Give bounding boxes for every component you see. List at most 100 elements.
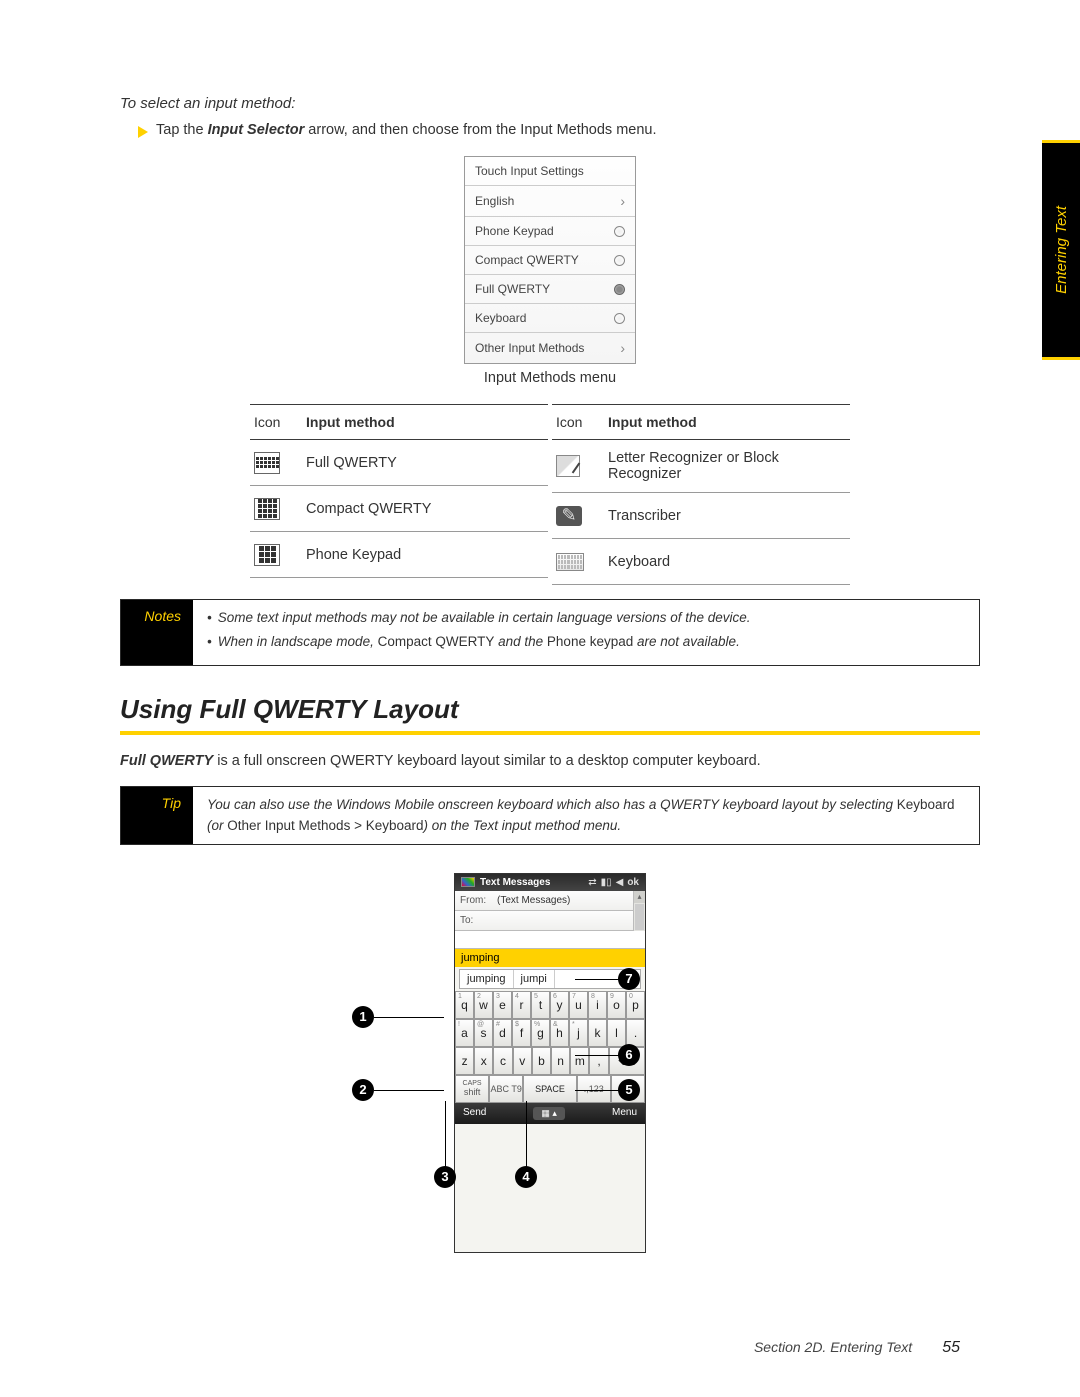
phone-softkeys: Send ▦ ▴ Menu — [455, 1103, 645, 1124]
menu-row-phone-keypad[interactable]: Phone Keypad — [465, 217, 635, 246]
table-left-column: Icon Input method Full QWERTY Compact QW… — [250, 404, 548, 585]
bullet-triangle-icon — [138, 126, 148, 138]
chevron-right-icon: › — [620, 193, 625, 209]
phone-keypad-icon — [254, 544, 280, 566]
key[interactable]: x — [474, 1047, 493, 1075]
callout-2: 2 — [352, 1079, 374, 1101]
menu-row-full-qwerty[interactable]: Full QWERTY — [465, 275, 635, 304]
start-icon — [461, 877, 475, 887]
radio-unselected-icon — [614, 226, 625, 237]
menu-label: Compact QWERTY — [475, 253, 579, 267]
section-heading: Using Full QWERTY Layout — [120, 694, 980, 735]
key[interactable]: v — [513, 1047, 532, 1075]
notes-content: •Some text input methods may not be avai… — [193, 600, 979, 665]
body-bold: Full QWERTY — [120, 753, 213, 769]
to-field[interactable]: To: — [455, 911, 633, 931]
callout-6: 6 — [618, 1044, 640, 1066]
callout-line — [526, 1101, 527, 1167]
key[interactable]: $f — [512, 1019, 531, 1047]
key[interactable]: b — [532, 1047, 551, 1075]
phone-screenshot: Text Messages ⇄▮▯◀ok From:(Text Messages… — [454, 873, 646, 1253]
key[interactable]: m — [570, 1047, 589, 1075]
suggestion[interactable]: jumpi — [514, 970, 555, 988]
key[interactable]: 3e — [493, 991, 512, 1019]
key[interactable]: 6y — [550, 991, 569, 1019]
key[interactable]: 5t — [531, 991, 550, 1019]
key[interactable]: 4r — [512, 991, 531, 1019]
menu-label: English — [475, 194, 514, 208]
hdr-method: Input method — [608, 414, 850, 430]
intro-post: arrow, and then choose from the Input Me… — [304, 122, 656, 138]
compact-qwerty-icon — [254, 498, 280, 520]
phone-figure: Text Messages ⇄▮▯◀ok From:(Text Messages… — [120, 873, 980, 1253]
input-method-table: Icon Input method Full QWERTY Compact QW… — [120, 404, 980, 585]
input-methods-menu: Touch Input Settings English › Phone Keyp… — [464, 156, 636, 364]
space-key[interactable]: SPACE — [523, 1075, 576, 1103]
key[interactable]: %g — [531, 1019, 550, 1047]
note-line: When in landscape mode, Compact QWERTY a… — [218, 632, 740, 652]
status-icons: ⇄▮▯◀ok — [588, 877, 639, 888]
key[interactable]: #d — [493, 1019, 512, 1047]
key[interactable]: 7u — [569, 991, 588, 1019]
footer-section: Section 2D. Entering Text — [754, 1339, 912, 1355]
method-label: Phone Keypad — [306, 547, 548, 563]
key[interactable]: k — [588, 1019, 607, 1047]
menu-row-compact-qwerty[interactable]: Compact QWERTY — [465, 246, 635, 275]
input-selector-button[interactable]: ▦ ▴ — [533, 1107, 565, 1120]
callout-5: 5 — [618, 1079, 640, 1101]
callout-line — [374, 1090, 444, 1091]
key[interactable]: *j — [569, 1019, 588, 1047]
footer-page-number: 55 — [942, 1339, 960, 1357]
key[interactable]: c — [493, 1047, 512, 1075]
menu-row-keyboard[interactable]: Keyboard — [465, 304, 635, 333]
hdr-method: Input method — [306, 414, 548, 430]
key[interactable]: . — [626, 1019, 645, 1047]
shift-key[interactable]: CAPSshift — [455, 1075, 489, 1103]
key[interactable]: &h — [550, 1019, 569, 1047]
suggestion[interactable]: jumping — [460, 970, 514, 988]
input-methods-menu-figure: Touch Input Settings English › Phone Keyp… — [120, 156, 980, 364]
menu-row-english[interactable]: English › — [465, 186, 635, 217]
note-line: Some text input methods may not be avail… — [218, 608, 751, 628]
table-header: Icon Input method — [250, 404, 548, 440]
key[interactable]: 2w — [474, 991, 493, 1019]
ok-button[interactable]: ok — [627, 877, 639, 888]
page-content: To select an input method: Tap the Input… — [0, 0, 1080, 1397]
notes-block: Notes •Some text input methods may not b… — [120, 599, 980, 666]
menu-label: Phone Keypad — [475, 224, 554, 238]
from-field: From:(Text Messages) — [455, 891, 633, 911]
keyboard-icon — [556, 553, 584, 571]
send-button[interactable]: Send — [463, 1107, 486, 1120]
mode-key[interactable]: ABC T9 — [489, 1075, 523, 1103]
key[interactable]: l — [607, 1019, 626, 1047]
table-row: Full QWERTY — [250, 440, 548, 486]
key[interactable]: , — [589, 1047, 608, 1075]
key[interactable]: z — [455, 1047, 474, 1075]
tip-block: Tip You can also use the Windows Mobile … — [120, 786, 980, 845]
key[interactable]: 8i — [588, 991, 607, 1019]
body-text: is a full onscreen QWERTY keyboard layou… — [213, 753, 761, 769]
symbol-key[interactable]: .,123 — [577, 1075, 611, 1103]
phone-title: Text Messages — [480, 877, 550, 888]
method-label: Compact QWERTY — [306, 501, 548, 517]
intro-heading: To select an input method: — [120, 95, 980, 112]
key[interactable]: 1q — [455, 991, 474, 1019]
scrollbar[interactable]: ▴ — [633, 891, 645, 931]
key[interactable]: 0p — [626, 991, 645, 1019]
menu-button[interactable]: Menu — [612, 1107, 637, 1120]
menu-caption: Input Methods menu — [120, 370, 980, 386]
body-paragraph: Full QWERTY is a full onscreen QWERTY ke… — [120, 751, 980, 773]
key[interactable]: !a — [455, 1019, 474, 1047]
key[interactable]: 9o — [607, 991, 626, 1019]
radio-selected-icon — [614, 284, 625, 295]
chevron-right-icon: › — [620, 340, 625, 356]
menu-row-other-methods[interactable]: Other Input Methods› — [465, 333, 635, 363]
key[interactable]: @s — [474, 1019, 493, 1047]
tip-label: Tip — [121, 787, 193, 844]
transcriber-icon: ✎ — [556, 506, 582, 526]
callout-line — [575, 979, 619, 980]
callout-3: 3 — [434, 1166, 456, 1188]
key[interactable]: n — [551, 1047, 570, 1075]
intro-pre: Tap the — [156, 122, 208, 138]
menu-row-touch-settings[interactable]: Touch Input Settings — [465, 157, 635, 186]
